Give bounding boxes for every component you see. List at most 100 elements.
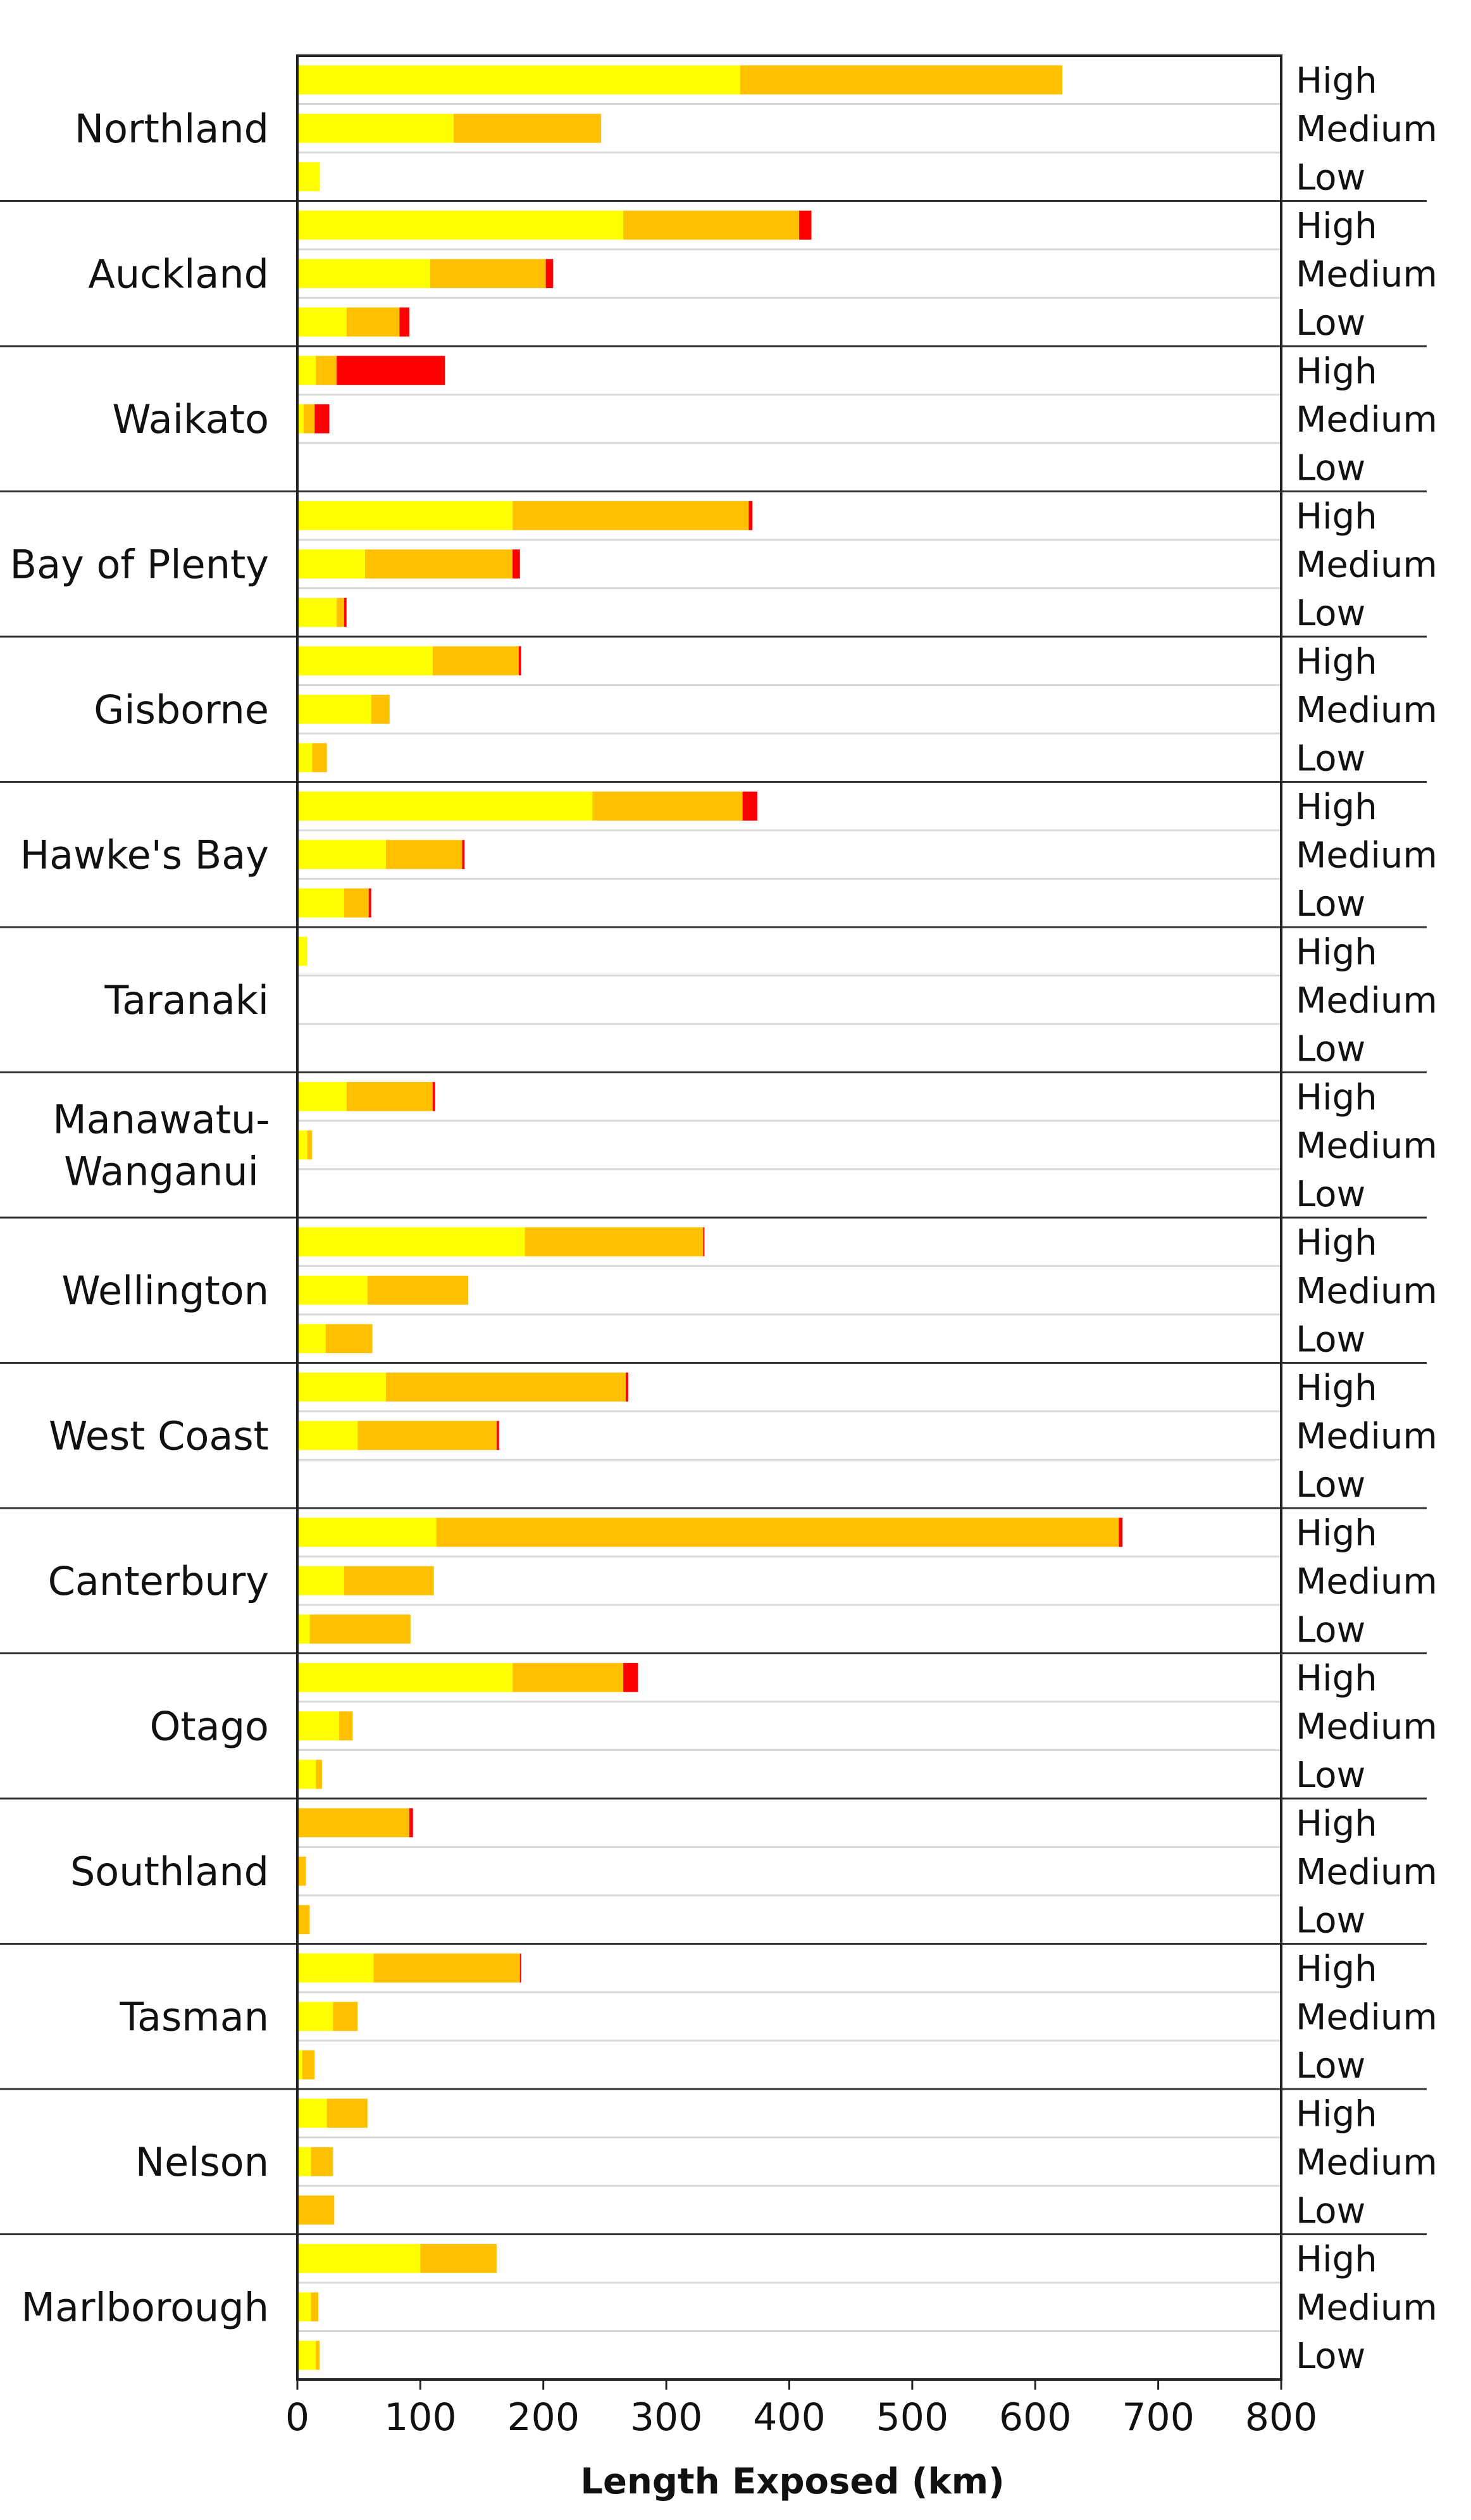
level-labels: High Medium Low High Medium Low High Medium Low H… [1296, 60, 1437, 2377]
bar-segment [623, 1662, 638, 1692]
bar-segment [297, 259, 430, 289]
bar-segment [297, 162, 320, 192]
level-label: Medium [1296, 2142, 1437, 2183]
bar-segment [436, 1518, 1119, 1547]
bar-segment [297, 2340, 316, 2370]
bar-segment [592, 791, 743, 821]
bar-segment [303, 404, 315, 434]
region-label: Nelson [135, 2139, 269, 2185]
bar-segment [346, 1082, 433, 1111]
region-labels: Northland Auckland Waikato Bay of Plenty Gis… [10, 106, 270, 2331]
bar-segment [302, 2050, 315, 2080]
bar-segment [399, 307, 409, 337]
bar-segment [297, 2050, 302, 2080]
bar-segment [297, 646, 433, 676]
bar-segment [297, 1905, 310, 1935]
bar-segment [326, 2099, 368, 2128]
bar-segment [297, 1614, 310, 1644]
level-label: High [1296, 1803, 1377, 1844]
region-label: Wanganui [64, 1148, 259, 1194]
bar-segment [512, 549, 520, 579]
level-label: Low [1296, 883, 1365, 925]
level-label: Low [1296, 1174, 1365, 1215]
x-tick-label: 300 [630, 2395, 703, 2440]
bar-segment [325, 1324, 373, 1354]
x-tick-label: 700 [1122, 2395, 1195, 2440]
region-label: Otago [150, 1703, 269, 1749]
level-label: Medium [1296, 1706, 1437, 1747]
bar-segment [432, 646, 519, 676]
level-label: Low [1296, 1755, 1365, 1796]
bar-segment [309, 1614, 411, 1644]
bar-segment [297, 1082, 347, 1111]
bar-segment [314, 404, 330, 434]
bar-segment [748, 501, 753, 530]
bar-segment [297, 694, 371, 724]
level-label: High [1296, 2239, 1377, 2280]
bar-segment [799, 210, 812, 240]
bar-segment [316, 356, 337, 385]
bar-segment [297, 1808, 409, 1838]
bar-segment [344, 1566, 434, 1595]
bar-segment [297, 1372, 386, 1402]
bar-segment [297, 1711, 340, 1741]
bar-segment [519, 1953, 521, 1983]
bar-segment [432, 1082, 435, 1111]
bar-segment [297, 1856, 306, 1886]
bar-segment [344, 597, 347, 627]
bar-segment [297, 2243, 421, 2273]
bar-segment [297, 791, 593, 821]
bar-segment [316, 2340, 320, 2370]
bar-segment [297, 840, 386, 870]
bar-segment [545, 259, 554, 289]
bar-segment [297, 1518, 437, 1547]
level-label: Low [1296, 303, 1365, 344]
x-tick-label: 100 [384, 2395, 457, 2440]
bar-segment [333, 2002, 358, 2031]
bar-segment [420, 2243, 497, 2273]
level-label: Medium [1296, 544, 1437, 585]
region-label: Manawatu- [53, 1096, 270, 1142]
level-label: Low [1296, 1900, 1365, 1941]
bar-segment [297, 404, 304, 434]
level-label: Medium [1296, 835, 1437, 876]
x-tick-label: 200 [507, 2395, 580, 2440]
level-label: Low [1296, 2336, 1365, 2377]
region-label: Wellington [61, 1268, 269, 1314]
x-tick-label: 800 [1245, 2395, 1318, 2440]
level-label: Medium [1296, 1271, 1437, 1312]
bar-segment [316, 1759, 322, 1789]
level-label: Medium [1296, 980, 1437, 1021]
bar-segment [297, 549, 365, 579]
level-label: High [1296, 2093, 1377, 2135]
level-label: Medium [1296, 1416, 1437, 1457]
level-label: Low [1296, 1464, 1365, 1506]
bar-segment [297, 65, 740, 95]
region-label: Southland [70, 1849, 269, 1895]
bars-group [297, 65, 1123, 2370]
bar-segment [297, 1324, 326, 1354]
level-label: Low [1296, 447, 1365, 489]
bar-segment [623, 210, 800, 240]
bar-segment [297, 1759, 316, 1789]
bar-segment [367, 1275, 469, 1305]
bar-segment [297, 1227, 525, 1257]
region-label: Taranaki [104, 977, 269, 1023]
region-label: Bay of Plenty [10, 541, 269, 587]
bar-segment [357, 1421, 497, 1450]
bar-segment [297, 1421, 358, 1450]
level-label: High [1296, 1077, 1377, 1118]
x-axis: 0 100 200 300 400 500 600 700 800 [285, 2380, 1317, 2440]
level-label: Low [1296, 738, 1365, 779]
bar-segment [297, 1662, 513, 1692]
level-label: Low [1296, 593, 1365, 634]
region-label: Canterbury [48, 1558, 269, 1604]
bar-segment [344, 888, 369, 918]
level-label: Medium [1296, 690, 1437, 731]
bar-segment [703, 1227, 705, 1257]
bar-segment [385, 840, 462, 870]
bar-segment [1119, 1518, 1123, 1547]
bar-segment [297, 210, 624, 240]
bar-segment [625, 1372, 628, 1402]
